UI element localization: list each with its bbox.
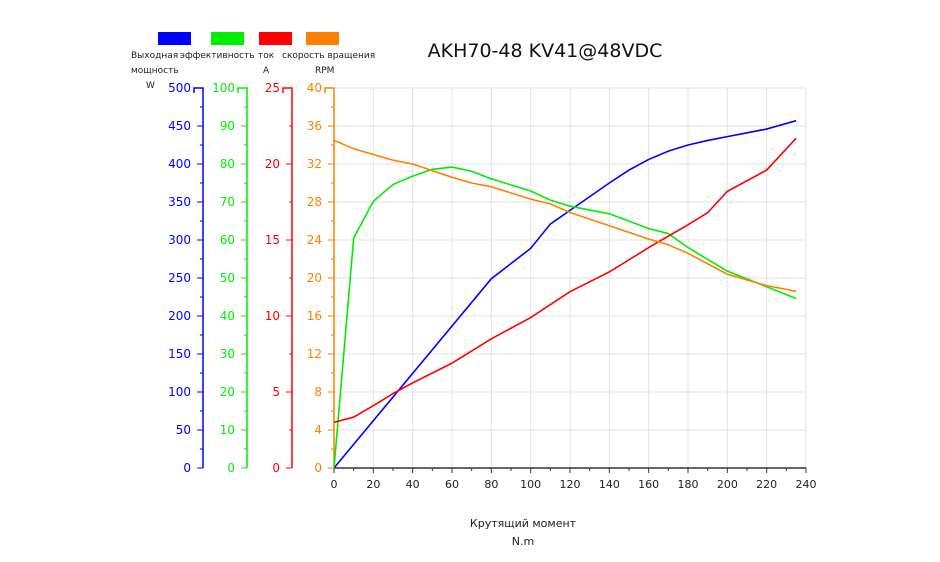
- y-tick-label: 0: [272, 461, 280, 475]
- x-tick-label: 60: [445, 478, 459, 491]
- y-tick-label: 36: [307, 119, 322, 133]
- y-tick-label: 5: [272, 385, 280, 399]
- legend-label-1: эффективность: [180, 51, 255, 61]
- x-tick-label: 240: [796, 478, 817, 491]
- y-tick-label: 60: [220, 233, 235, 247]
- x-axis-unit: N.m: [512, 535, 534, 548]
- y-tick-label: 50: [220, 271, 235, 285]
- y-tick-label: 10: [265, 309, 280, 323]
- y-tick-label: 8: [314, 385, 322, 399]
- series-line-0: [333, 119, 797, 469]
- y-tick-label: 30: [220, 347, 235, 361]
- x-tick-label: 160: [638, 478, 659, 491]
- legend-unit-2: A: [263, 66, 270, 76]
- y-tick-label: 10: [220, 423, 235, 437]
- legend-label-0b: мощность: [131, 66, 179, 76]
- y-tick-label: 40: [307, 81, 322, 95]
- x-tick-label: 20: [366, 478, 380, 491]
- y-tick-label: 200: [168, 309, 191, 323]
- legend-label-2: ток: [258, 51, 275, 61]
- legend-label-3: скорость вращения: [282, 51, 375, 61]
- legend-unit-3: RPM: [315, 66, 334, 76]
- y-tick-label: 100: [168, 385, 191, 399]
- y-tick-label: 15: [265, 233, 280, 247]
- y-tick-label: 12: [307, 347, 322, 361]
- y-tick-label: 90: [220, 119, 235, 133]
- x-tick-label: 200: [717, 478, 738, 491]
- legend-swatch-0: [158, 32, 191, 45]
- y-tick-label: 300: [168, 233, 191, 247]
- series-line-2: [333, 137, 797, 424]
- y-tick-label: 4: [314, 423, 322, 437]
- x-tick-label: 220: [756, 478, 777, 491]
- x-tick-label: 100: [520, 478, 541, 491]
- y-tick-label: 350: [168, 195, 191, 209]
- y-tick-label: 0: [314, 461, 322, 475]
- x-tick-label: 40: [406, 478, 420, 491]
- y-tick-label: 16: [307, 309, 322, 323]
- y-tick-label: 25: [265, 81, 280, 95]
- x-tick-label: 180: [678, 478, 699, 491]
- x-tick-label: 140: [599, 478, 620, 491]
- legend-unit-0: W: [146, 81, 155, 91]
- y-tick-label: 28: [307, 195, 322, 209]
- y-tick-label: 80: [220, 157, 235, 171]
- series-line-1: [333, 166, 797, 469]
- legend-swatch-2: [259, 32, 292, 45]
- x-tick-label: 120: [560, 478, 581, 491]
- legend-swatch-3: [306, 32, 339, 45]
- y-tick-label: 400: [168, 157, 191, 171]
- y-tick-label: 20: [307, 271, 322, 285]
- y-tick-label: 32: [307, 157, 322, 171]
- y-tick-label: 20: [265, 157, 280, 171]
- y-tick-label: 70: [220, 195, 235, 209]
- y-tick-label: 500: [168, 81, 191, 95]
- y-tick-label: 450: [168, 119, 191, 133]
- x-tick-label: 0: [331, 478, 338, 491]
- legend-label-0: Выходная: [131, 51, 178, 61]
- y-tick-label: 100: [212, 81, 235, 95]
- y-tick-label: 150: [168, 347, 191, 361]
- y-tick-label: 40: [220, 309, 235, 323]
- x-axis-label: Крутящий момент: [470, 517, 577, 530]
- y-tick-label: 24: [307, 233, 322, 247]
- chart-title: AKH70-48 KV41@48VDC: [428, 40, 663, 62]
- y-tick-label: 20: [220, 385, 235, 399]
- y-tick-label: 50: [176, 423, 191, 437]
- y-tick-label: 250: [168, 271, 191, 285]
- y-tick-label: 0: [227, 461, 235, 475]
- x-tick-label: 80: [484, 478, 498, 491]
- legend-swatch-1: [211, 32, 244, 45]
- series-line-3: [333, 139, 797, 293]
- y-tick-label: 0: [183, 461, 191, 475]
